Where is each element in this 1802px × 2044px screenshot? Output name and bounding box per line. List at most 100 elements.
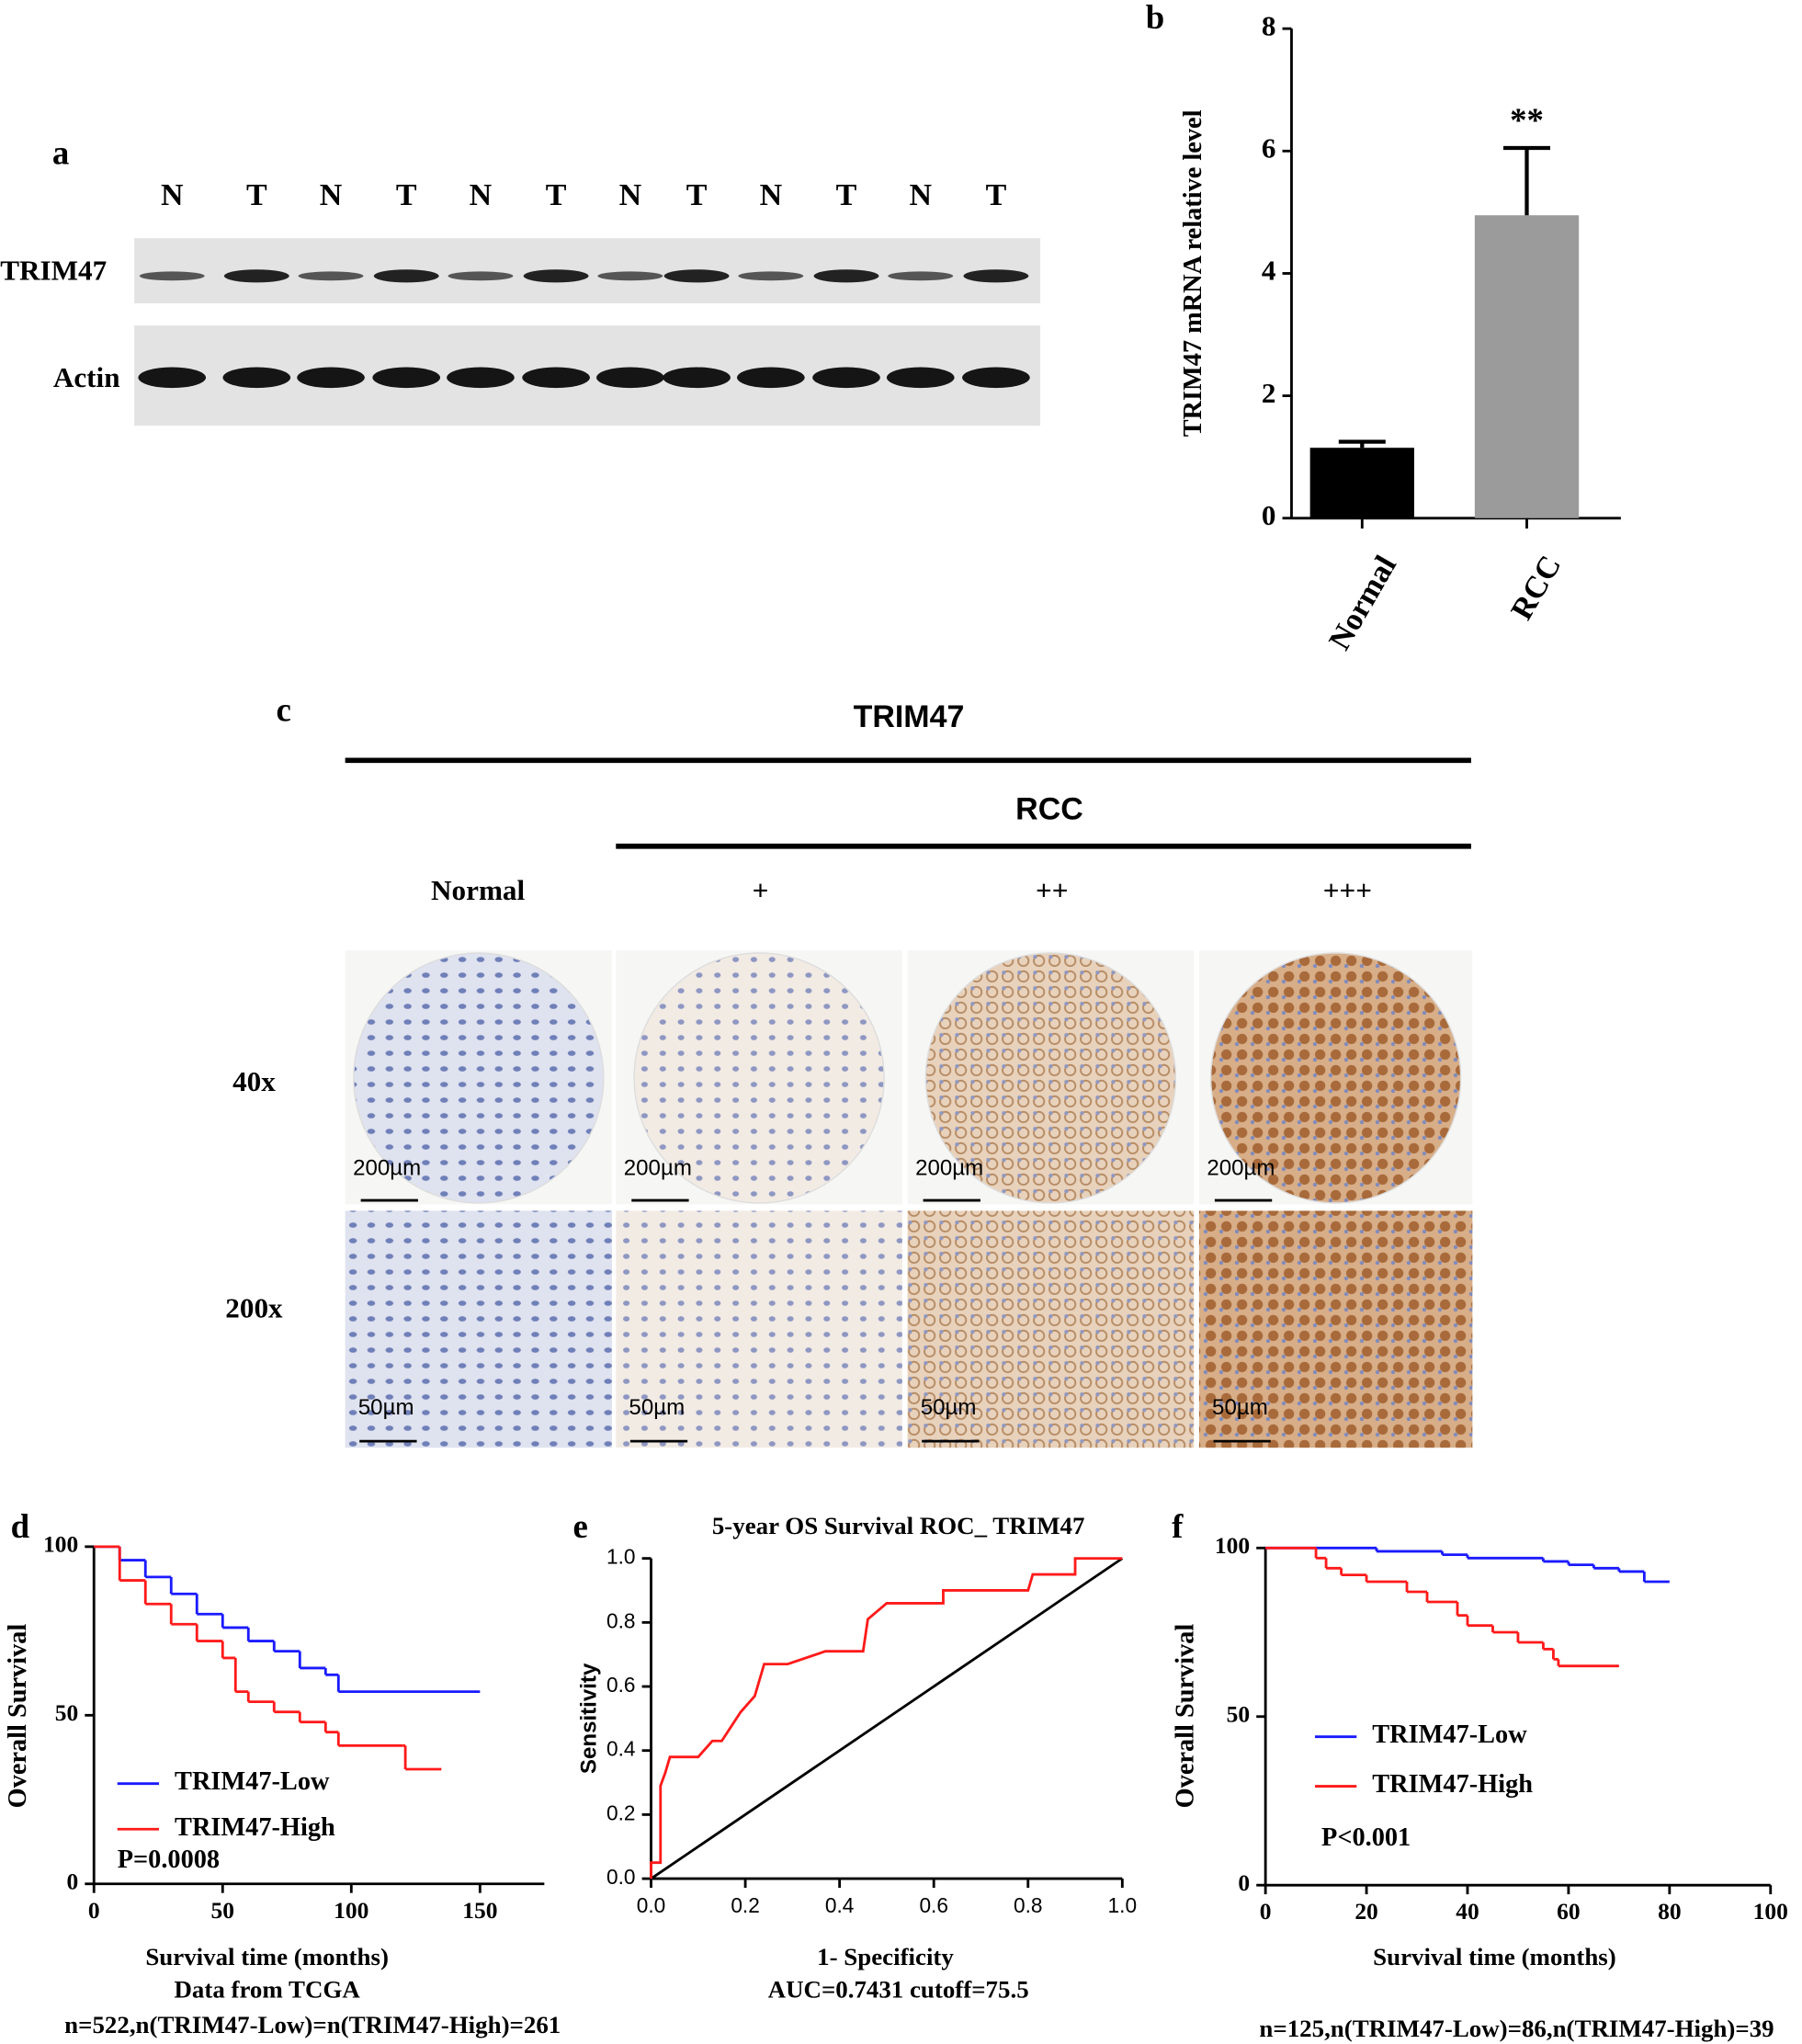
scale-bar-label: 50µm bbox=[1212, 1395, 1268, 1420]
tissue-core bbox=[1209, 952, 1462, 1204]
panel-label: c bbox=[277, 691, 291, 729]
panel-label: e bbox=[573, 1507, 588, 1545]
scale-bar-label: 50µm bbox=[921, 1395, 977, 1420]
blot-band bbox=[812, 367, 880, 389]
blot-strip bbox=[134, 238, 1041, 304]
blot-band bbox=[372, 367, 441, 389]
blot-band bbox=[298, 271, 364, 281]
y-tick-label: 0.8 bbox=[606, 1608, 636, 1632]
blot-band bbox=[813, 269, 879, 283]
panel-label: b bbox=[1146, 0, 1164, 36]
x-tick-label: 100 bbox=[1753, 1898, 1788, 1925]
blot-band bbox=[138, 367, 207, 389]
note: Data from TCGA bbox=[174, 1976, 360, 2004]
ihc-image bbox=[907, 1210, 1195, 1448]
scale-bar-label: 200µm bbox=[915, 1155, 983, 1180]
ihc-column-label: ++ bbox=[1036, 874, 1069, 906]
lane-label: N bbox=[909, 178, 932, 212]
x-tick-label: RCC bbox=[1504, 551, 1568, 626]
scale-bar-label: 200µm bbox=[1207, 1155, 1275, 1180]
y-tick-label: 50 bbox=[55, 1699, 78, 1726]
scale-bar-label: 50µm bbox=[629, 1395, 685, 1420]
x-tick-label: 20 bbox=[1354, 1898, 1377, 1925]
legend-label: TRIM47-Low bbox=[1372, 1720, 1527, 1749]
lane-label: N bbox=[161, 178, 184, 212]
x-tick-label: 50 bbox=[211, 1897, 234, 1924]
lane-label: T bbox=[246, 178, 267, 212]
blot-band bbox=[596, 367, 664, 389]
lane-label: N bbox=[470, 178, 493, 212]
blot-band bbox=[523, 269, 589, 283]
x-tick-label: 0.4 bbox=[825, 1893, 854, 1917]
y-tick-label: 100 bbox=[1215, 1532, 1250, 1559]
x-axis-title: 1- Specificity bbox=[817, 1943, 954, 1970]
blot-band bbox=[222, 367, 291, 389]
blot-band bbox=[962, 367, 1030, 389]
lane-label: T bbox=[546, 178, 567, 212]
chart: 0 2 4 6 8 TRIM47 mRNA relative level Normal RCC… bbox=[1179, 9, 1621, 655]
blot-band bbox=[522, 367, 590, 389]
lane-label: T bbox=[686, 178, 708, 212]
y-tick-label: 0.2 bbox=[606, 1800, 636, 1824]
blot-band bbox=[447, 367, 515, 389]
y-tick-label: 0 bbox=[1262, 499, 1276, 531]
blot-band bbox=[373, 269, 439, 283]
blot-band bbox=[139, 271, 205, 281]
lane-label: T bbox=[396, 178, 417, 212]
lane-label: N bbox=[320, 178, 343, 212]
lane-label: T bbox=[986, 178, 1007, 212]
y-axis-title: TRIM47 mRNA relative level bbox=[1179, 109, 1207, 437]
y-tick-label: 50 bbox=[1227, 1701, 1250, 1728]
x-tick-label: 0.8 bbox=[1014, 1893, 1043, 1917]
x-tick-label: 1.0 bbox=[1108, 1893, 1138, 1917]
x-tick-label: Normal bbox=[1322, 551, 1403, 656]
legend-label: TRIM47-High bbox=[1372, 1770, 1533, 1799]
panel-c: c TRIM47 RCC 40x 200x bbox=[225, 691, 1471, 1324]
bar bbox=[1474, 215, 1580, 518]
blot-band bbox=[297, 367, 365, 389]
scale-bar-label: 200µm bbox=[624, 1155, 692, 1180]
chart: 0.0 0.2 0.4 0.6 0.8 1.0 0.0 0.2 0.4 0.6 0.8 1.0 Sens… bbox=[576, 1512, 1137, 2003]
scale-bar-label: 200µm bbox=[353, 1155, 421, 1180]
legend-label: TRIM47-Low bbox=[175, 1767, 330, 1796]
y-tick-label: 4 bbox=[1262, 255, 1276, 287]
y-tick-label: 2 bbox=[1262, 377, 1276, 409]
chart-title: 5-year OS Survival ROC_ TRIM47 bbox=[712, 1512, 1085, 1539]
p-value: P=0.0008 bbox=[118, 1845, 220, 1874]
y-axis-title: Sensitivity bbox=[576, 1663, 601, 1774]
y-tick-label: 0 bbox=[66, 1868, 78, 1895]
legend-label: TRIM47-High bbox=[175, 1813, 335, 1842]
ihc-column-label: Normal bbox=[431, 874, 525, 906]
lane-label: N bbox=[760, 178, 783, 212]
blot-band bbox=[223, 269, 289, 283]
tissue-core bbox=[353, 952, 605, 1204]
blot-band bbox=[663, 269, 730, 283]
ihc-image bbox=[345, 1210, 613, 1448]
ihc-row-label: 200x bbox=[225, 1292, 283, 1324]
y-tick-label: 0.4 bbox=[606, 1737, 636, 1761]
y-tick-label: 0.6 bbox=[606, 1673, 636, 1697]
note: n=522,n(TRIM47-Low)=n(TRIM47-High)=261 bbox=[64, 2011, 561, 2038]
ihc-column-label: + bbox=[753, 874, 769, 906]
ihc-row-label: 40x bbox=[232, 1065, 276, 1097]
panel-label: f bbox=[1172, 1507, 1184, 1545]
y-tick-label: 100 bbox=[43, 1531, 78, 1558]
x-tick-label: 0 bbox=[88, 1897, 100, 1924]
ihc-image bbox=[616, 1210, 902, 1448]
tissue-core bbox=[924, 952, 1177, 1204]
ihc-image bbox=[1198, 1210, 1473, 1448]
y-tick-label: 6 bbox=[1262, 131, 1276, 164]
annotation: ** bbox=[1510, 101, 1544, 139]
y-axis-title: Overall Survival bbox=[1172, 1624, 1200, 1809]
reference-line bbox=[650, 1557, 1124, 1880]
x-tick-label: 0.6 bbox=[919, 1893, 948, 1917]
x-axis-title: Survival time (months) bbox=[1373, 1943, 1616, 1970]
blot-band bbox=[886, 367, 955, 389]
blot-row-label: Actin bbox=[53, 361, 120, 393]
blot-band bbox=[888, 271, 954, 281]
x-tick-label: 0 bbox=[1260, 1898, 1272, 1925]
blot-row-label: TRIM47 bbox=[0, 255, 107, 287]
x-axis-title: Survival time (months) bbox=[145, 1943, 389, 1970]
x-tick-label: 80 bbox=[1658, 1898, 1681, 1925]
